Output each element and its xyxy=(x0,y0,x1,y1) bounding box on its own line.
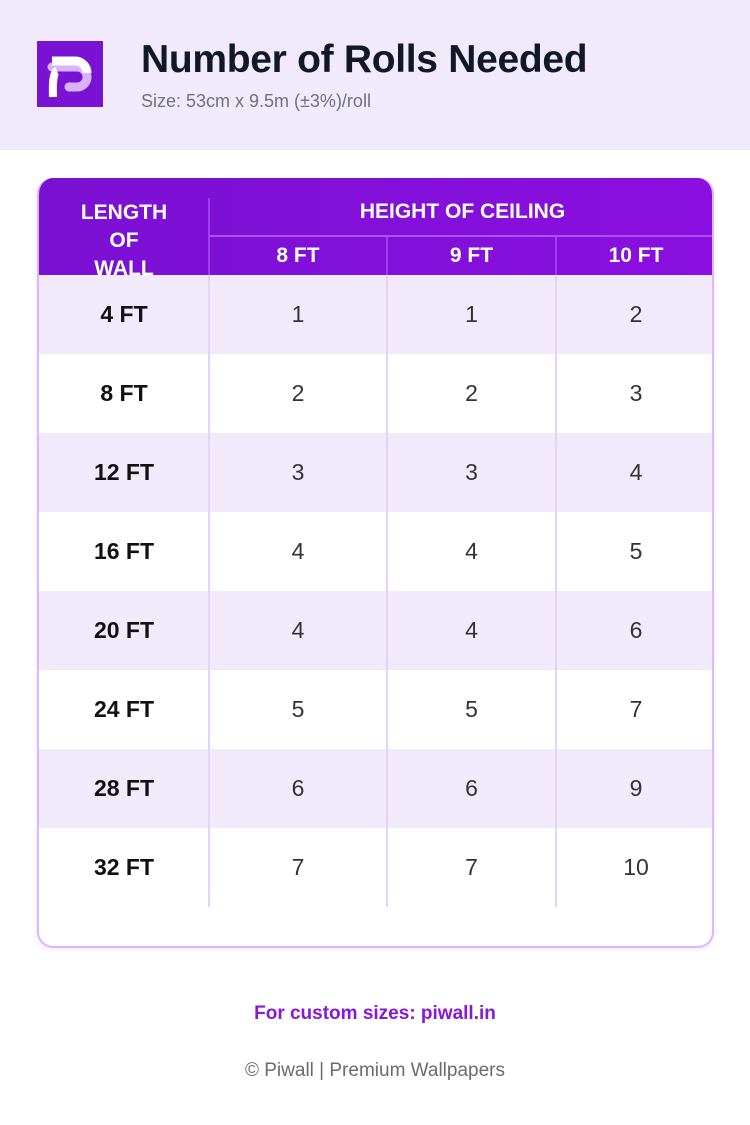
table-row: 16 FT 4 4 5 xyxy=(39,512,712,591)
rolls-cell: 9 xyxy=(629,775,643,801)
column-header-9ft: 9 FT xyxy=(449,244,494,267)
row-length-label: 20 FT xyxy=(93,617,155,643)
rolls-cell: 2 xyxy=(291,380,305,406)
rolls-cell: 3 xyxy=(291,459,305,485)
rolls-cell: 6 xyxy=(629,617,643,643)
column-divider xyxy=(386,275,388,907)
custom-sizes-link[interactable]: For custom sizes: piwall.in xyxy=(254,1003,496,1024)
rolls-cell: 5 xyxy=(465,696,478,722)
header-divider xyxy=(209,235,712,237)
rolls-cell: 2 xyxy=(465,380,478,406)
header-divider xyxy=(208,198,210,275)
rolls-cell: 3 xyxy=(465,459,478,485)
header-divider xyxy=(555,235,557,275)
column-header-8ft: 8 FT xyxy=(276,244,320,267)
rolls-cell: 5 xyxy=(629,538,643,564)
table-row: 20 FT 4 4 6 xyxy=(39,591,712,670)
page-title: Number of Rolls Needed xyxy=(141,38,588,81)
piwall-logo-icon xyxy=(37,41,103,107)
row-length-label: 32 FT xyxy=(93,854,155,880)
header-divider xyxy=(386,235,388,275)
rolls-cell: 7 xyxy=(465,854,478,880)
rolls-cell: 4 xyxy=(291,617,305,643)
row-length-label: 28 FT xyxy=(93,775,155,801)
row-header-label: LENGTH OF WALL xyxy=(80,201,168,280)
table-row: 32 FT 7 7 10 xyxy=(39,828,712,907)
copyright-text: © Piwall | Premium Wallpapers xyxy=(244,1060,506,1081)
rolls-cell: 1 xyxy=(465,301,478,327)
table-header: LENGTH OF WALL HEIGHT OF CEILING 8 FT 9 … xyxy=(39,178,712,280)
column-header-10ft: 10 FT xyxy=(608,244,664,267)
rolls-cell: 7 xyxy=(291,854,305,880)
row-length-label: 24 FT xyxy=(93,696,155,722)
table-row: 24 FT 5 5 7 xyxy=(39,670,712,749)
rolls-cell: 6 xyxy=(465,775,478,801)
rolls-cell: 1 xyxy=(291,301,305,327)
row-length-label: 4 FT xyxy=(100,301,148,327)
row-length-label: 12 FT xyxy=(93,459,155,485)
table-row: 28 FT 6 6 9 xyxy=(39,749,712,828)
column-divider xyxy=(555,275,557,907)
row-length-label: 16 FT xyxy=(93,538,155,564)
rolls-cell: 5 xyxy=(291,696,305,722)
rolls-cell: 4 xyxy=(465,538,478,564)
table-row: 12 FT 3 3 4 xyxy=(39,433,712,512)
header-band: Number of Rolls Needed Size: 53cm x 9.5m… xyxy=(0,0,750,150)
rolls-cell: 10 xyxy=(623,854,649,880)
rolls-cell: 4 xyxy=(291,538,305,564)
rolls-cell: 2 xyxy=(629,301,643,327)
rolls-cell: 4 xyxy=(465,617,478,643)
page-subtitle: Size: 53cm x 9.5m (±3%)/roll xyxy=(141,91,371,111)
rolls-cell: 6 xyxy=(291,775,305,801)
rolls-table: LENGTH OF WALL HEIGHT OF CEILING 8 FT 9 … xyxy=(37,178,714,948)
row-length-label: 8 FT xyxy=(100,380,148,406)
table-row: 8 FT 2 2 3 xyxy=(39,354,712,433)
column-divider xyxy=(208,275,210,907)
group-header-label: HEIGHT OF CEILING xyxy=(359,200,566,223)
rolls-cell: 3 xyxy=(629,380,643,406)
table-row: 4 FT 1 1 2 xyxy=(39,275,712,354)
rolls-cell: 7 xyxy=(629,696,643,722)
rolls-cell: 4 xyxy=(629,459,643,485)
